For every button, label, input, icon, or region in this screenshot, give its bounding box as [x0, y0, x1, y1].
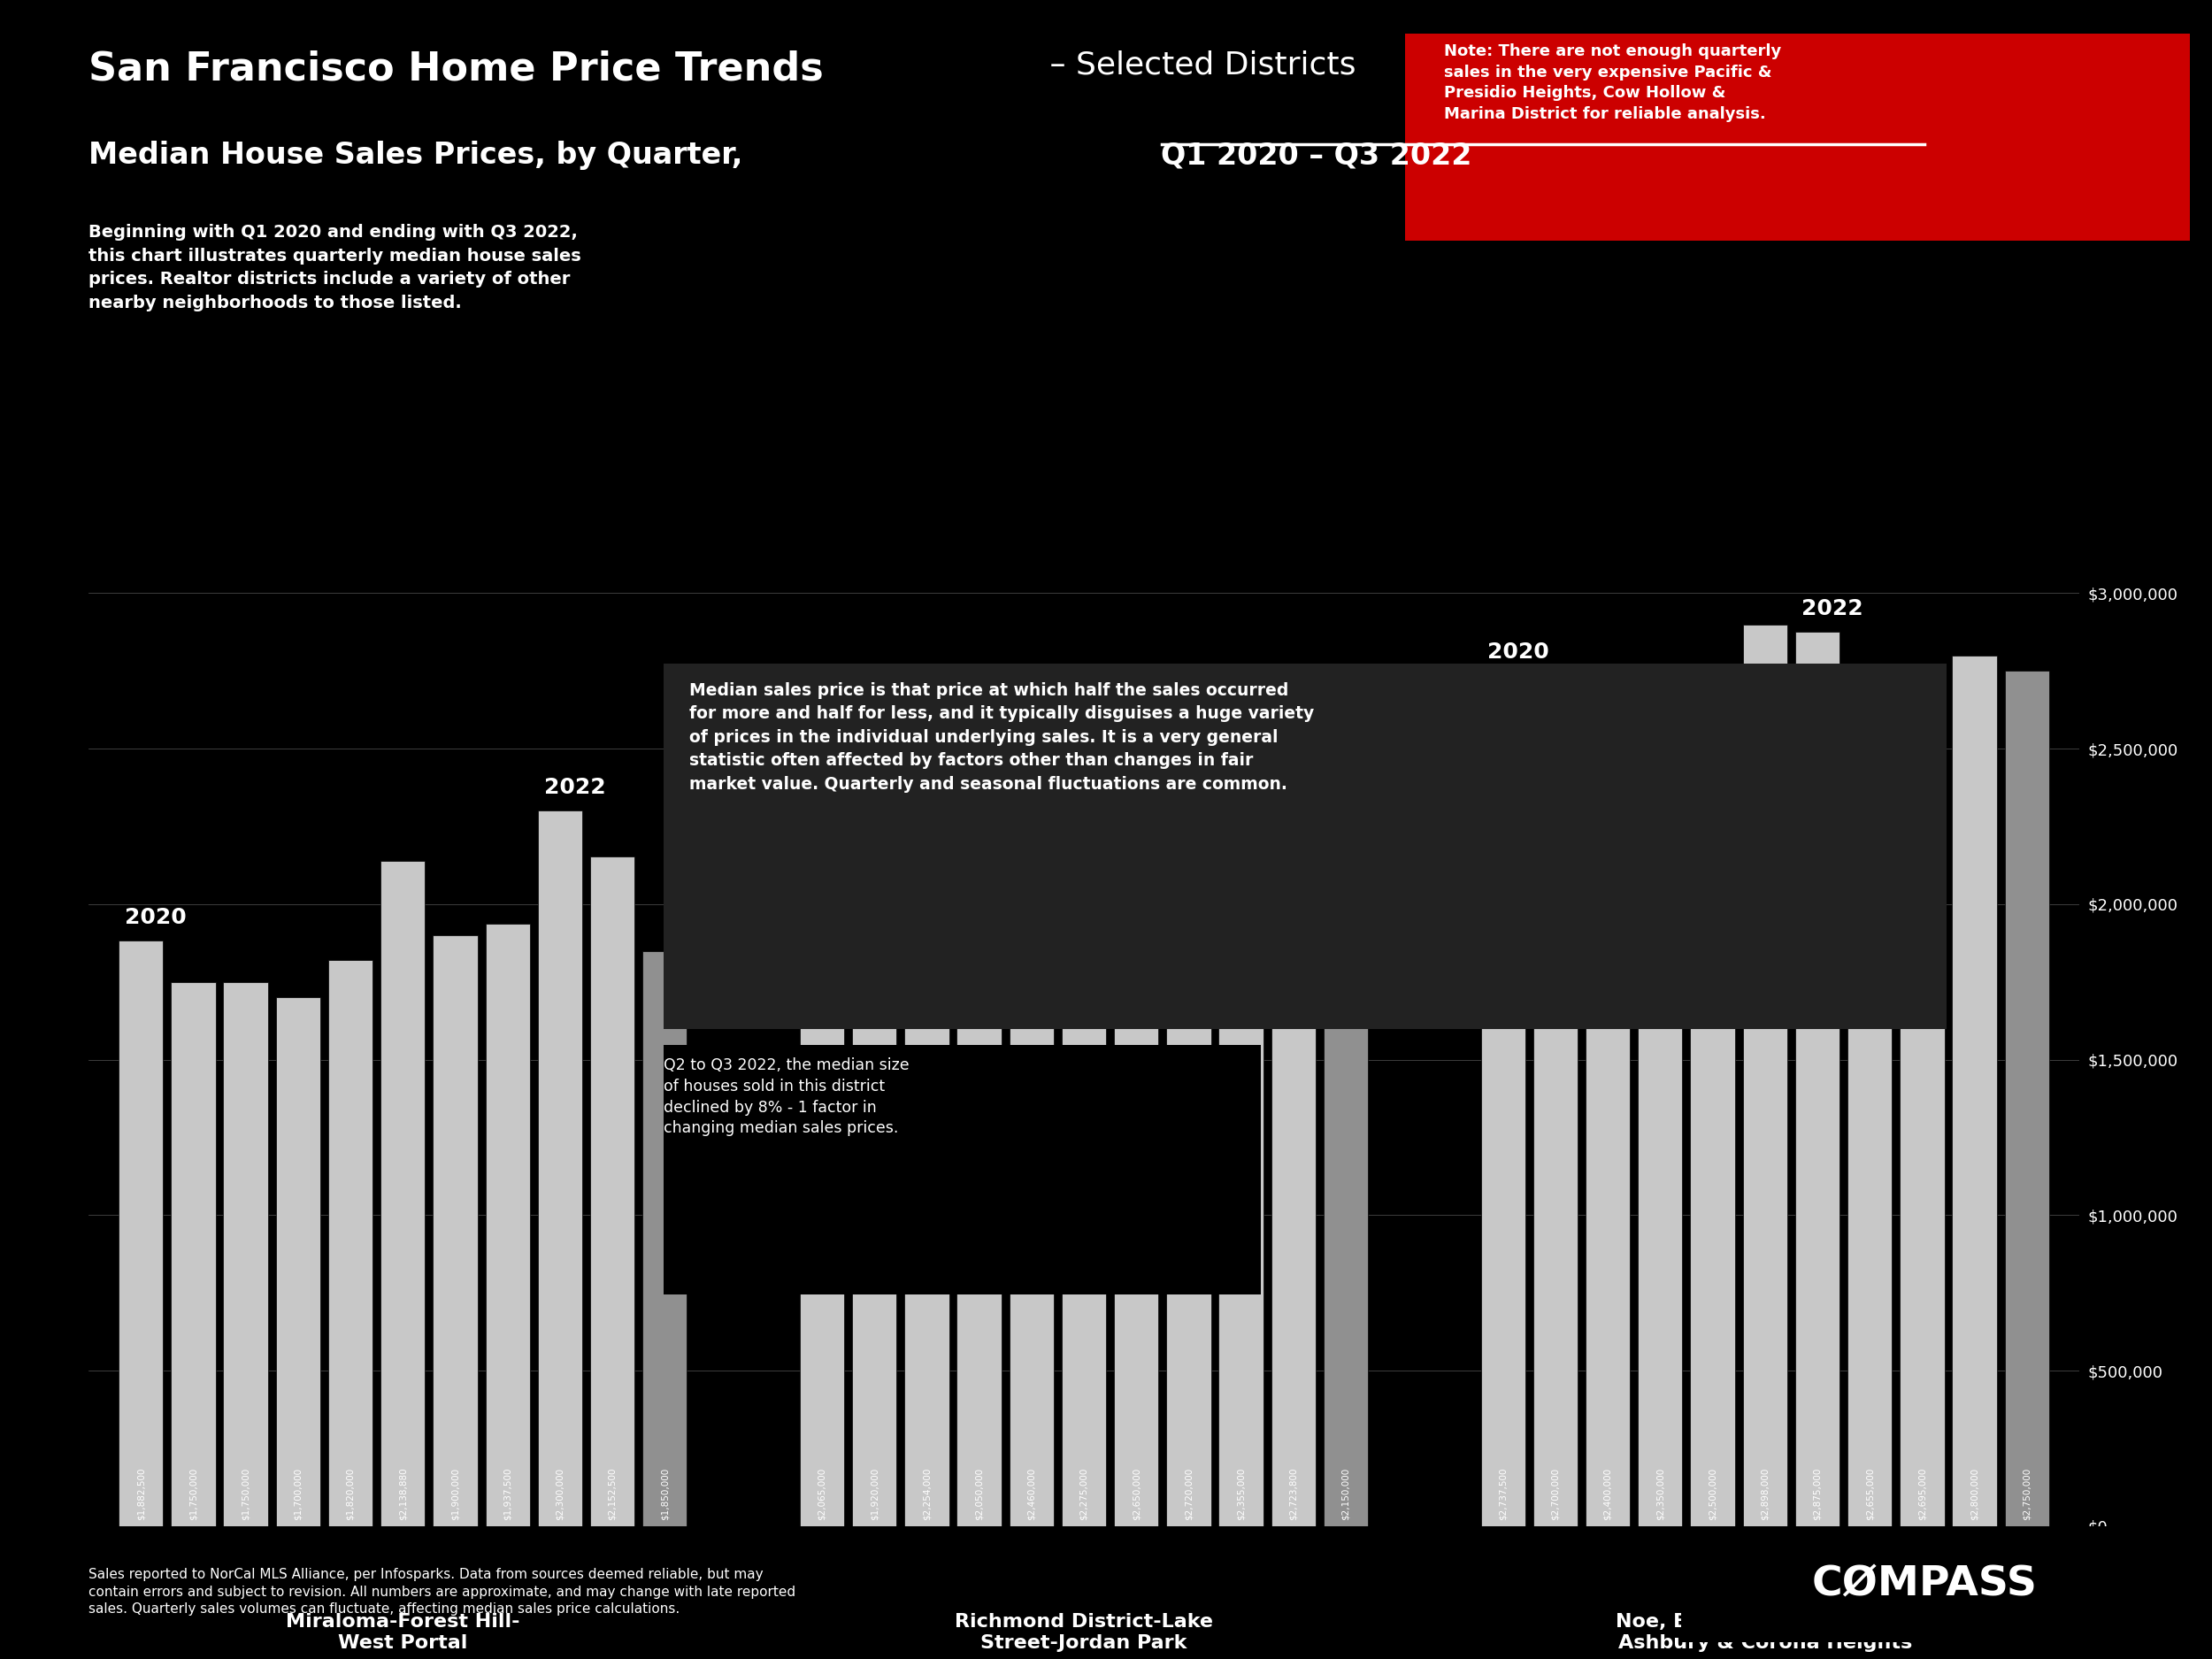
Bar [958, 889, 1002, 1526]
Text: $1,900,000: $1,900,000 [451, 1468, 460, 1520]
Bar [1533, 687, 1577, 1526]
Bar [276, 997, 321, 1526]
Text: $2,898,000: $2,898,000 [1761, 1468, 1770, 1520]
Text: Q2 to Q3 2022, the median size
of houses sold in this district
declined by 8% - : Q2 to Q3 2022, the median size of houses… [664, 1058, 909, 1136]
Text: Median sales price is that price at which half the sales occurred
for more and h: Median sales price is that price at whic… [690, 682, 1314, 793]
Text: – Selected Districts: – Selected Districts [1040, 50, 1356, 80]
Bar [223, 982, 268, 1526]
Text: $2,150,000: $2,150,000 [1340, 1468, 1349, 1520]
Bar [1062, 818, 1106, 1526]
Text: San Francisco Home Price Trends: San Francisco Home Price Trends [88, 50, 823, 88]
Text: Sales reported to NorCal MLS Alliance, per Infosparks. Data from sources deemed : Sales reported to NorCal MLS Alliance, p… [88, 1568, 796, 1616]
Bar [119, 941, 164, 1526]
Text: $1,750,000: $1,750,000 [188, 1468, 197, 1520]
Bar [1115, 702, 1159, 1526]
Text: $2,152,500: $2,152,500 [608, 1468, 617, 1520]
Text: $2,460,000: $2,460,000 [1026, 1468, 1035, 1520]
Bar [1690, 748, 1734, 1526]
Bar [1847, 700, 1891, 1526]
Bar [852, 929, 896, 1526]
Text: $2,254,000: $2,254,000 [922, 1468, 931, 1520]
Text: $2,300,000: $2,300,000 [555, 1468, 564, 1520]
Text: CØMPASS: CØMPASS [1812, 1564, 2037, 1604]
Bar [1953, 655, 1997, 1526]
Text: $1,750,000: $1,750,000 [241, 1468, 250, 1520]
Bar [380, 861, 425, 1526]
Text: $1,882,500: $1,882,500 [137, 1468, 146, 1520]
Text: $2,700,000: $2,700,000 [1551, 1468, 1559, 1520]
Text: $2,500,000: $2,500,000 [1708, 1468, 1717, 1520]
Bar [801, 884, 845, 1526]
Bar [1272, 679, 1316, 1526]
Text: 2022: 2022 [1121, 669, 1181, 690]
Text: $2,050,000: $2,050,000 [975, 1468, 984, 1520]
Text: Median House Sales Prices, by Quarter,: Median House Sales Prices, by Quarter, [88, 141, 752, 171]
Text: $1,850,000: $1,850,000 [661, 1468, 670, 1520]
Bar [1743, 625, 1787, 1526]
Text: Noe, Eureka & Cole Valleys
Ashbury & Corona Heights: Noe, Eureka & Cole Valleys Ashbury & Cor… [1615, 1613, 1916, 1652]
Bar [434, 936, 478, 1526]
Bar [905, 825, 949, 1526]
Text: Miraloma-Forest Hill-
West Portal: Miraloma-Forest Hill- West Portal [285, 1613, 520, 1652]
Bar [1219, 793, 1263, 1526]
Text: $1,920,000: $1,920,000 [869, 1468, 878, 1520]
Text: $1,937,500: $1,937,500 [502, 1468, 511, 1520]
Text: $2,723,800: $2,723,800 [1290, 1468, 1298, 1520]
Text: $1,700,000: $1,700,000 [294, 1468, 303, 1520]
Text: 2022: 2022 [544, 776, 606, 798]
Bar [1796, 632, 1840, 1526]
Text: $2,355,000: $2,355,000 [1237, 1468, 1245, 1520]
Bar [1166, 680, 1210, 1526]
Bar [1323, 858, 1367, 1526]
Bar [327, 961, 372, 1526]
Text: $2,350,000: $2,350,000 [1657, 1468, 1666, 1520]
Bar [1900, 688, 1944, 1526]
Bar [641, 951, 688, 1526]
Text: $2,800,000: $2,800,000 [1971, 1468, 1980, 1520]
Bar [170, 982, 215, 1526]
Text: $2,650,000: $2,650,000 [1133, 1468, 1141, 1520]
Text: 2022: 2022 [1801, 599, 1863, 619]
Bar [1586, 780, 1630, 1526]
Bar [591, 856, 635, 1526]
Bar [2004, 670, 2048, 1526]
Bar [1480, 675, 1526, 1526]
Text: 2020: 2020 [126, 907, 186, 929]
Text: Q1 2020 – Q3 2022: Q1 2020 – Q3 2022 [1161, 141, 1473, 171]
Bar [484, 924, 531, 1526]
Bar [538, 811, 582, 1526]
Text: $2,275,000: $2,275,000 [1079, 1468, 1088, 1520]
Text: Beginning with Q1 2020 and ending with Q3 2022,
this chart illustrates quarterly: Beginning with Q1 2020 and ending with Q… [88, 224, 582, 312]
Text: $2,737,500: $2,737,500 [1498, 1468, 1506, 1520]
Text: $2,065,000: $2,065,000 [818, 1468, 827, 1520]
Text: $2,720,000: $2,720,000 [1183, 1468, 1192, 1520]
Bar [1009, 761, 1053, 1526]
Bar [1637, 795, 1683, 1526]
Text: $2,695,000: $2,695,000 [1918, 1468, 1927, 1520]
Text: $2,400,000: $2,400,000 [1604, 1468, 1613, 1520]
Text: $2,875,000: $2,875,000 [1814, 1468, 1823, 1520]
Text: $2,750,000: $2,750,000 [2022, 1468, 2031, 1520]
Text: $2,138,880: $2,138,880 [398, 1467, 407, 1520]
Text: $2,655,000: $2,655,000 [1865, 1468, 1874, 1520]
Text: Note: There are not enough quarterly
sales in the very expensive Pacific &
Presi: Note: There are not enough quarterly sal… [1444, 43, 1781, 123]
Text: Richmond District-Lake
Street-Jordan Park: Richmond District-Lake Street-Jordan Par… [956, 1613, 1212, 1652]
Text: 2020: 2020 [805, 851, 867, 871]
Text: 2020: 2020 [1486, 640, 1548, 662]
Text: $1,820,000: $1,820,000 [345, 1468, 354, 1520]
